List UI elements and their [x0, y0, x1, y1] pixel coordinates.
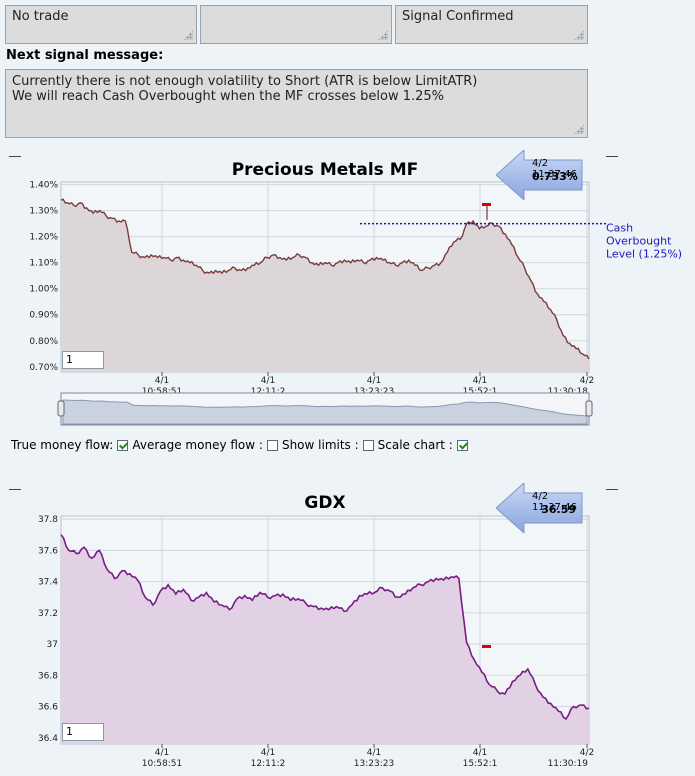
resize-grip-icon[interactable] — [378, 30, 388, 40]
mf-y-tick-label: 1.10% — [29, 259, 58, 269]
scale-chart-label: Scale chart : — [377, 438, 453, 452]
mf-signal-marker — [482, 203, 491, 220]
average-money-flow-checkbox[interactable] — [266, 439, 278, 451]
mf-y-tick-label: 1.40% — [29, 181, 58, 191]
left-arrow-icon — [496, 150, 583, 200]
gdx-y-tick-label: 37 — [47, 640, 58, 650]
cash-overbought-annotation-line: Cash — [606, 222, 633, 235]
show-limits-checkbox[interactable] — [362, 439, 374, 451]
gdx-y-tick-label: 37.6 — [38, 546, 58, 556]
collapse-handle-left[interactable] — [9, 489, 21, 490]
gdx-x-tick-date: 4/2 — [580, 748, 594, 758]
mf-chart: 1.40% 1.30% 1.20% 1.10% 1.00% 0.90% 0.80% 0.70%… — [29, 181, 682, 426]
gdx-x-tick-time: 12:11:2 — [251, 759, 286, 769]
gdx-grid — [60, 515, 590, 745]
mf-x-tick-time: 12:11:2 — [251, 387, 286, 397]
average-money-flow-label: Average money flow : — [132, 438, 263, 452]
gdx-y-ticks: 37.8 37.6 37.4 37.2 37 36.8 36.6 36.4 — [38, 515, 58, 744]
mf-x-tick-date: 4/1 — [155, 376, 169, 386]
mf-x-tick-time: 13:23:23 — [354, 387, 394, 397]
resize-grip-icon[interactable] — [574, 30, 584, 40]
gdx-y-tick-label: 37.8 — [38, 515, 58, 525]
mf-x-tick-date: 4/1 — [367, 376, 381, 386]
gdx-y-tick-label: 36.8 — [38, 671, 58, 681]
mf-marker-flag — [482, 203, 491, 206]
status-text-trade: No trade — [12, 9, 69, 24]
gdx-x-tick-time: 13:23:23 — [354, 759, 394, 769]
status-box-signal[interactable]: Signal Confirmed — [395, 5, 588, 44]
left-arrow-icon — [496, 483, 583, 533]
mf-callout-value: 0.733% — [532, 170, 578, 183]
gdx-plot-area — [60, 515, 590, 745]
collapse-handle-right[interactable] — [606, 156, 618, 157]
mf-x-ticks: 4/110:58:514/112:11:24/113:23:234/115:52… — [142, 372, 594, 397]
collapse-handle-left[interactable] — [9, 156, 21, 157]
gdx-x-tick-time: 10:58:51 — [142, 759, 182, 769]
scale-chart-checkbox[interactable] — [456, 439, 468, 451]
mf-y-tick-label: 0.90% — [29, 311, 58, 321]
gdx-y-tick-label: 36.6 — [38, 703, 58, 713]
chart-options: True money flow: Average money flow : Sh… — [11, 438, 472, 452]
gdx-callout-time: 4/2 11:37:46 — [532, 491, 577, 513]
mf-y-tick-label: 1.30% — [29, 207, 58, 217]
gdx-y-tick-label: 37.2 — [38, 609, 58, 619]
gdx-value-callout: 4/2 11:37:46 36.59 — [496, 483, 584, 533]
mf-zoom-input[interactable]: 1 — [62, 351, 104, 369]
chart-title-mf: Precious Metals MF — [231, 160, 419, 180]
mf-x-tick-time: 15:52:1 — [463, 387, 498, 397]
gdx-callout-value: 36.59 — [541, 503, 576, 516]
mf-x-tick-time: 11:30:18 — [548, 387, 589, 397]
mf-x-tick-time: 10:58:51 — [142, 387, 182, 397]
status-text-signal: Signal Confirmed — [402, 9, 514, 24]
next-signal-message-box[interactable]: Currently there is not enough volatility… — [5, 69, 588, 138]
next-signal-message: Currently there is not enough volatility… — [12, 74, 478, 104]
gdx-x-tick-date: 4/1 — [367, 748, 381, 758]
gdx-line — [60, 534, 590, 721]
gdx-x-tick-date: 4/1 — [261, 748, 275, 758]
show-limits-label: Show limits : — [281, 438, 359, 452]
cash-overbought-annotation-line: Level (1.25%) — [606, 248, 682, 261]
mf-y-tick-label: 1.00% — [29, 285, 58, 295]
mf-callout-time: 4/2 11:37:46 — [532, 158, 577, 180]
status-box-empty[interactable] — [200, 5, 392, 44]
mf-y-tick-label: 0.80% — [29, 337, 58, 347]
collapse-handle-right[interactable] — [606, 489, 618, 490]
mf-y-tick-label: 0.70% — [29, 363, 58, 373]
gdx-x-ticks: 4/110:58:514/112:11:24/113:23:234/115:52… — [142, 744, 594, 769]
mf-area — [61, 199, 589, 372]
gdx-signal-marker — [482, 645, 491, 648]
true-money-flow-label: True money flow: — [11, 438, 114, 452]
resize-grip-icon[interactable] — [574, 124, 584, 134]
navigator-left-handle[interactable] — [57, 400, 65, 417]
gdx-x-tick-time: 15:52:1 — [463, 759, 498, 769]
gdx-x-tick-date: 4/1 — [155, 748, 169, 758]
mf-line — [60, 198, 590, 360]
mf-x-tick-date: 4/1 — [473, 376, 487, 386]
gdx-marker-flag — [482, 645, 491, 648]
mf-navigator-area — [62, 399, 588, 425]
mf-y-ticks: 1.40% 1.30% 1.20% 1.10% 1.00% 0.90% 0.80% 0.70% — [29, 181, 58, 373]
true-money-flow-checkbox[interactable] — [117, 439, 129, 451]
gdx-y-tick-label: 36.4 — [38, 734, 58, 744]
gdx-x-tick-time: 11:30:19 — [548, 759, 589, 769]
mf-x-tick-date: 4/1 — [261, 376, 275, 386]
gdx-area — [61, 534, 589, 744]
navigator-right-handle[interactable] — [585, 400, 593, 417]
mf-y-tick-label: 1.20% — [29, 233, 58, 243]
chart-title-gdx: GDX — [304, 493, 346, 513]
mf-x-tick-date: 4/2 — [580, 376, 594, 386]
mf-value-callout: 4/2 11:37:46 0.733% — [496, 150, 584, 200]
gdx-zoom-input[interactable]: 1 — [62, 723, 104, 741]
gdx-x-tick-date: 4/1 — [473, 748, 487, 758]
gdx-y-tick-label: 37.4 — [38, 578, 58, 588]
next-signal-label: Next signal message: — [6, 48, 164, 63]
cash-overbought-annotation-line: Overbought — [606, 235, 672, 248]
resize-grip-icon[interactable] — [183, 30, 193, 40]
status-box-trade[interactable]: No trade — [5, 5, 197, 44]
